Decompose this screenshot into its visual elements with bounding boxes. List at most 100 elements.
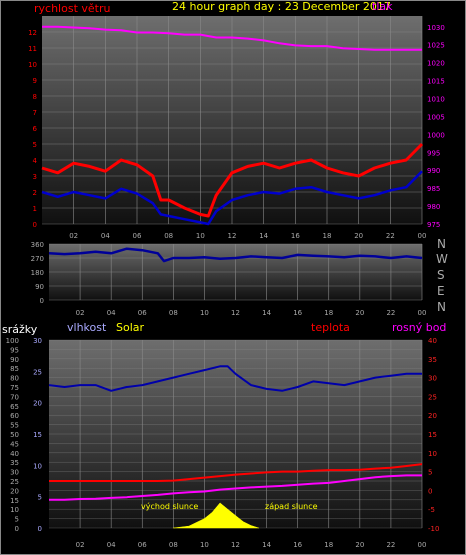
wind-speed-line — [41, 142, 424, 218]
top-y-tick-label-wind: 5 — [33, 141, 37, 149]
top-x-tick-label: 00 — [418, 232, 427, 240]
lower-x-tick-label: 20 — [355, 541, 364, 549]
solar-area — [173, 502, 259, 529]
top-y-tick-label-pressure: 1005 — [427, 113, 445, 121]
top-x-tick-label: 06 — [133, 232, 142, 240]
dir-y-tick-label: 90 — [35, 283, 44, 291]
top-y-tick-label-wind: 2 — [33, 189, 37, 197]
lower-y-tick-label-humidity: 0 — [38, 525, 42, 533]
dir-y-tick-label: 180 — [31, 269, 44, 277]
top-y-tick-label-wind: 6 — [33, 125, 38, 133]
rain-label: srážky — [2, 323, 38, 336]
solar-label: Solar — [116, 321, 145, 334]
lower-y-tick-label-temperature: 15 — [428, 431, 437, 439]
lower-x-tick-label: 14 — [262, 541, 271, 549]
lower-y-tick-label-rain: 100 — [6, 337, 19, 345]
top-y-tick-label-pressure: 995 — [427, 149, 440, 157]
top-x-tick-label: 14 — [259, 232, 268, 240]
top-y-tick-label-wind: 10 — [28, 61, 37, 69]
top-x-tick-label: 10 — [196, 232, 205, 240]
lower-y-tick-label-rain: 95 — [10, 346, 19, 354]
top-y-tick-label-wind: 8 — [33, 93, 37, 101]
top-x-tick-label: 18 — [323, 232, 332, 240]
dir-x-tick-label: 22 — [386, 309, 395, 317]
top-y-tick-label-pressure: 1010 — [427, 95, 445, 103]
lower-y-tick-label-rain: 15 — [10, 497, 19, 505]
lower-y-tick-label-rain: 45 — [10, 440, 19, 448]
lower-y-tick-label-temperature: 20 — [428, 412, 437, 420]
lower-y-tick-label-humidity: 15 — [33, 431, 42, 439]
lower-y-tick-label-humidity: 25 — [33, 368, 42, 376]
lower-y-tick-label-temperature: 30 — [428, 375, 437, 383]
dir-x-tick-label: 06 — [138, 309, 147, 317]
dir-x-tick-label: 20 — [355, 309, 364, 317]
grid-lines — [42, 16, 423, 529]
dir-x-tick-label: 12 — [231, 309, 240, 317]
top-y-tick-label-pressure: 1015 — [427, 78, 445, 86]
lower-y-tick-label-humidity: 30 — [33, 337, 42, 345]
lower-y-tick-label-rain: 70 — [10, 393, 19, 401]
wind-speed-label: rychlost větru — [34, 2, 110, 15]
dir-x-tick-label: 16 — [293, 309, 302, 317]
lower-y-tick-label-rain: 25 — [10, 478, 19, 486]
dewpoint-line — [49, 474, 422, 501]
dir-y-tick-label: 0 — [40, 297, 44, 305]
dewpoint-label: rosný bod — [392, 321, 446, 334]
direction-e-label: E — [437, 284, 445, 298]
dir-x-tick-label: 04 — [107, 309, 116, 317]
lower-y-tick-label-rain: 50 — [10, 431, 19, 439]
graph-title: 24 hour graph day : 23 December 2017 — [172, 0, 391, 13]
lower-y-tick-label-rain: 55 — [10, 422, 19, 430]
lower-y-tick-label-rain: 85 — [10, 365, 19, 373]
humidity-label: vlhkost — [67, 321, 107, 334]
lower-y-tick-label-temperature: 40 — [428, 337, 437, 345]
top-y-tick-label-pressure: 980 — [427, 203, 440, 211]
dir-y-tick-label: 360 — [31, 241, 44, 249]
lower-x-tick-label: 04 — [107, 541, 116, 549]
temperature-line — [49, 463, 423, 482]
top-y-tick-label-wind: 11 — [28, 45, 37, 53]
lower-y-tick-label-rain: 60 — [10, 412, 19, 420]
sunset-label: západ slunce — [265, 502, 318, 511]
top-y-tick-label-wind: 3 — [33, 173, 37, 181]
dir-x-tick-label: 02 — [76, 309, 85, 317]
lower-y-tick-label-temperature: 25 — [428, 393, 437, 401]
lower-y-tick-label-rain: 0 — [15, 525, 19, 533]
lower-y-tick-label-rain: 5 — [15, 516, 19, 524]
wind-direction-line — [48, 247, 423, 263]
top-y-tick-label-wind: 12 — [28, 29, 37, 37]
lower-y-tick-label-temperature: 35 — [428, 356, 437, 364]
top-y-tick-label-pressure: 1000 — [427, 131, 445, 139]
dir-y-tick-label: 270 — [31, 255, 44, 263]
lower-x-tick-label: 10 — [200, 541, 209, 549]
lower-y-tick-label-temperature: 10 — [428, 450, 437, 458]
lower-x-tick-label: 00 — [418, 541, 427, 549]
lower-y-tick-label-humidity: 5 — [38, 494, 42, 502]
lower-x-tick-label: 02 — [76, 541, 85, 549]
dir-x-tick-label: 18 — [324, 309, 333, 317]
top-y-tick-label-pressure: 985 — [427, 185, 440, 193]
top-y-tick-label-pressure: 1020 — [427, 60, 445, 68]
top-y-tick-label-pressure: 990 — [427, 167, 440, 175]
lower-y-tick-label-rain: 35 — [10, 459, 19, 467]
lower-y-tick-label-rain: 65 — [10, 403, 19, 411]
top-x-tick-label: 02 — [69, 232, 78, 240]
top-y-tick-label-pressure: 975 — [427, 221, 440, 229]
top-x-tick-label: 04 — [101, 232, 110, 240]
lower-y-tick-label-rain: 30 — [10, 469, 19, 477]
top-y-tick-label-wind: 0 — [33, 221, 37, 229]
lower-y-tick-label-rain: 80 — [10, 375, 19, 383]
dir-x-tick-label: 14 — [262, 309, 271, 317]
lower-x-tick-label: 16 — [293, 541, 302, 549]
sunrise-label: východ slunce — [141, 502, 198, 511]
temperature-label: teplota — [311, 321, 350, 334]
lower-y-tick-label-rain: 20 — [10, 487, 19, 495]
dir-x-tick-label: 10 — [200, 309, 209, 317]
top-y-tick-label-wind: 4 — [33, 157, 38, 165]
humidity-line — [48, 365, 422, 392]
lower-y-tick-label-humidity: 10 — [33, 462, 42, 470]
lower-x-tick-label: 18 — [324, 541, 333, 549]
